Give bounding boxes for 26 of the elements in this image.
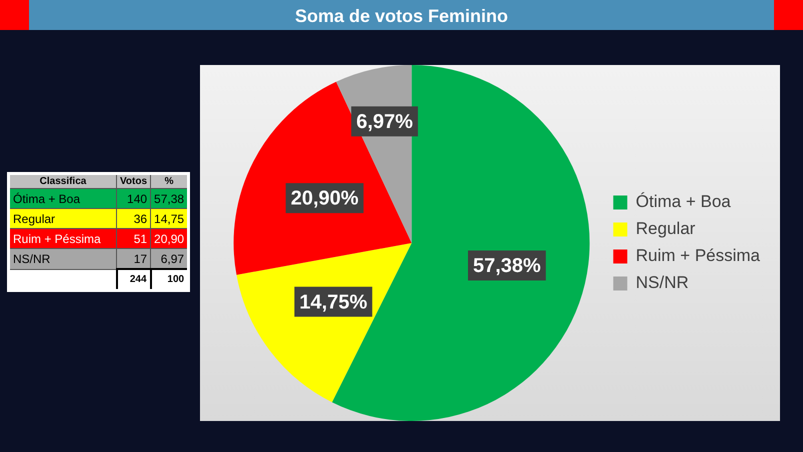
category-label: Regular [13,212,56,226]
text: 17 [116,248,151,269]
text: Votos [116,174,151,188]
data-label: 20,90% [290,188,359,210]
category-label: NS/NR [13,252,50,266]
text: 36 [116,208,151,228]
category-label: Ótima + Boa [13,192,80,206]
text: Classifica [8,174,116,188]
data-label: 6,97% [356,110,414,133]
text: 100 [150,269,189,290]
legend-label: NS/NR [636,273,689,292]
text: % [150,174,189,188]
data-label: 14,75% [299,291,368,314]
text: 51 [116,228,151,248]
text: 244 [116,269,151,290]
text: 14,75 [150,208,189,228]
slice-label: Ruim + Péssima [8,228,116,248]
text: 20,90 [150,228,189,248]
chart-title: Soma de votos Feminino [29,0,774,30]
text: 6,97 [150,248,189,269]
text: 57,38 [150,188,189,208]
legend-label: Ruim + Péssima [636,246,761,266]
legend-label: Regular [636,219,696,238]
legend-label: Ótima + Boa [636,192,732,212]
data-label: 57,38% [472,255,542,278]
text: 140 [116,188,151,208]
